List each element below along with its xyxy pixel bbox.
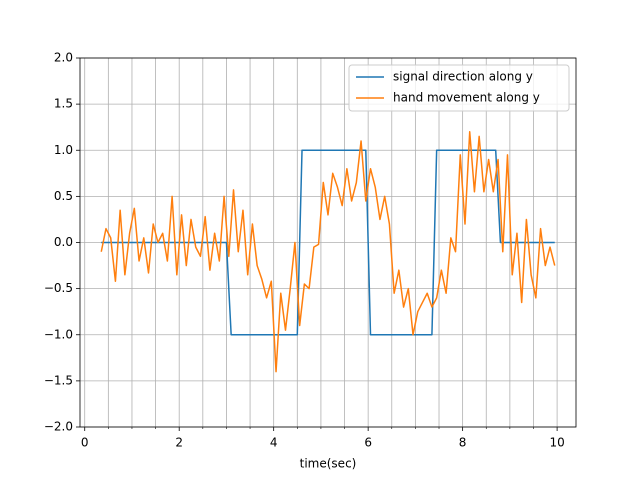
legend-label: hand movement along y: [393, 91, 540, 105]
y-tick-label: 1.0: [54, 143, 73, 157]
legend: signal direction along y hand movement al…: [348, 64, 570, 112]
y-tick-label: −1.5: [44, 373, 73, 387]
x-tick-label: 0: [81, 436, 89, 450]
x-tick-label: 10: [549, 436, 564, 450]
x-tick-label: 2: [175, 436, 183, 450]
data-line: [100, 131, 556, 373]
x-tick-label: 4: [270, 436, 278, 450]
y-tick-label: −2.0: [44, 420, 73, 434]
legend-box: [348, 64, 570, 112]
y-tick-label: 1.5: [54, 97, 73, 111]
x-tick-label: 6: [364, 436, 372, 450]
y-tick-label: 0.0: [54, 235, 73, 249]
legend-label: signal direction along y: [393, 70, 533, 84]
y-tick-label: 2.0: [54, 51, 73, 65]
plot-frame: [79, 57, 577, 428]
y-tick-label: −0.5: [44, 281, 73, 295]
x-tick-label: 8: [459, 436, 467, 450]
y-tick-label: −1.0: [44, 327, 73, 341]
x-axis-label: time(sec): [300, 457, 357, 471]
y-tick-label: 0.5: [54, 189, 73, 203]
